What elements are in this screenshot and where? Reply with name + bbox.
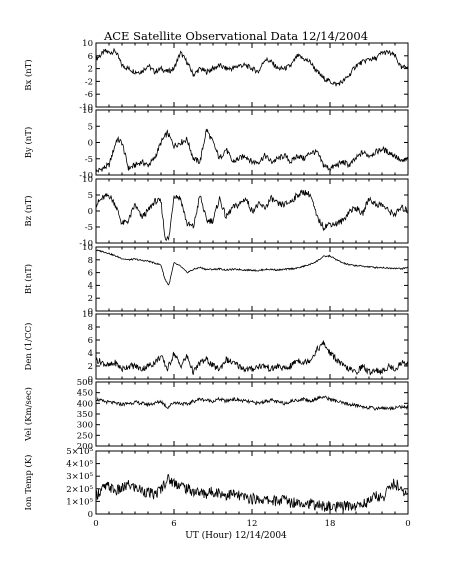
y-axis-label: Bx (nT): [23, 59, 34, 91]
x-tick-label: 18: [325, 519, 336, 529]
y-tick-label: 200: [77, 442, 93, 452]
y-tick-label: -5: [85, 155, 93, 165]
y-tick-label: 2: [88, 294, 93, 304]
panel-frame: [95, 381, 409, 447]
y-tick-label: 6: [88, 336, 93, 346]
series-line: [95, 128, 409, 174]
panel-3: 10 5 0 -5 -10 Bz (nT): [23, 175, 409, 249]
series-line: [95, 395, 409, 411]
y-tick-label: 0: [88, 307, 93, 317]
y-tick-label: -10: [79, 171, 93, 181]
x-axis-label: UT (Hour) 12/14/2004: [185, 530, 287, 541]
figure-title: ACE Satellite Observational Data 12/14/2…: [103, 29, 368, 43]
y-tick-label: 2: [88, 362, 93, 372]
y-tick-label: -10: [79, 103, 93, 113]
x-tick-label: 0: [93, 519, 98, 529]
y-axis-label: Ion Temp (K): [23, 455, 34, 511]
y-tick-label: 0: [88, 375, 93, 385]
series-line: [95, 47, 409, 87]
series-line: [95, 189, 409, 242]
y-tick-label: 4×10⁵: [66, 460, 93, 470]
panel-frame: [95, 109, 409, 176]
y-axis-label: By (nT): [23, 127, 34, 159]
y-tick-label: 8: [88, 256, 93, 266]
panel-4: 10 8 6 4 2 0 Bt (nT): [23, 243, 409, 317]
y-tick-label: 2: [88, 65, 93, 75]
y-axis-label: Vel (Km/sec): [23, 387, 34, 442]
x-tick-label: 12: [247, 519, 258, 529]
y-axis-label: Bt (nT): [23, 264, 34, 294]
panel-frame: [95, 42, 409, 108]
y-tick-label: 10: [82, 175, 93, 185]
y-tick-label: 350: [77, 410, 93, 420]
y-tick-label: 250: [77, 431, 93, 441]
panel-frame: [95, 246, 409, 312]
panel-2: 10 5 0 -5 -10 By (nT): [23, 106, 409, 181]
y-tick-label: 4: [88, 281, 93, 291]
y-tick-label: 5: [88, 122, 93, 132]
y-tick-label: -2: [85, 77, 93, 87]
y-tick-label: 10: [82, 310, 93, 320]
x-tick-label: 6: [171, 519, 176, 529]
panel-7: 5×10⁵ 4×10⁵ 3×10⁵ 2×10⁵ 1×10⁵ 0 Ion Temp (K): [23, 447, 409, 520]
y-tick-label: 4: [88, 349, 93, 359]
y-tick-label: -10: [79, 239, 93, 249]
y-tick-label: 0: [88, 207, 93, 217]
panels: 10 6 2 -2 -6 -10 Bx (nT) 10 5 0 -5 -10 By (nT) 10 5 0 -5…: [23, 39, 411, 529]
y-tick-label: 8: [88, 323, 93, 333]
y-tick-label: 10: [82, 39, 93, 49]
y-tick-label: 400: [77, 399, 93, 409]
y-tick-label: 300: [77, 421, 93, 431]
y-axis-label: Den (1/CC): [23, 323, 34, 371]
y-tick-label: 10: [82, 243, 93, 253]
y-tick-label: 1×10⁵: [66, 497, 93, 507]
series-line: [95, 340, 409, 376]
y-tick-label: 3×10⁵: [66, 472, 93, 482]
series-line: [95, 249, 409, 286]
y-axis-label: Bz (nT): [23, 195, 34, 226]
x-tick-label: 0: [405, 519, 410, 529]
y-tick-label: 450: [77, 389, 93, 399]
y-tick-label: 0: [88, 139, 93, 149]
y-tick-label: 6: [88, 269, 93, 279]
y-tick-label: -5: [85, 223, 93, 233]
y-tick-label: 5×10⁵: [66, 447, 93, 457]
panel-1: 10 6 2 -2 -6 -10 Bx (nT): [23, 39, 409, 113]
panel-5: 10 8 6 4 2 0 Den (1/CC): [23, 310, 409, 385]
series-line: [95, 474, 409, 514]
y-tick-label: -6: [85, 90, 93, 100]
y-tick-label: 2×10⁵: [66, 485, 93, 495]
y-tick-label: 500: [77, 378, 93, 388]
y-tick-label: 0: [88, 510, 93, 520]
y-tick-label: 6: [88, 52, 93, 62]
y-tick-label: 5: [88, 191, 93, 201]
y-tick-label: 10: [82, 106, 93, 116]
